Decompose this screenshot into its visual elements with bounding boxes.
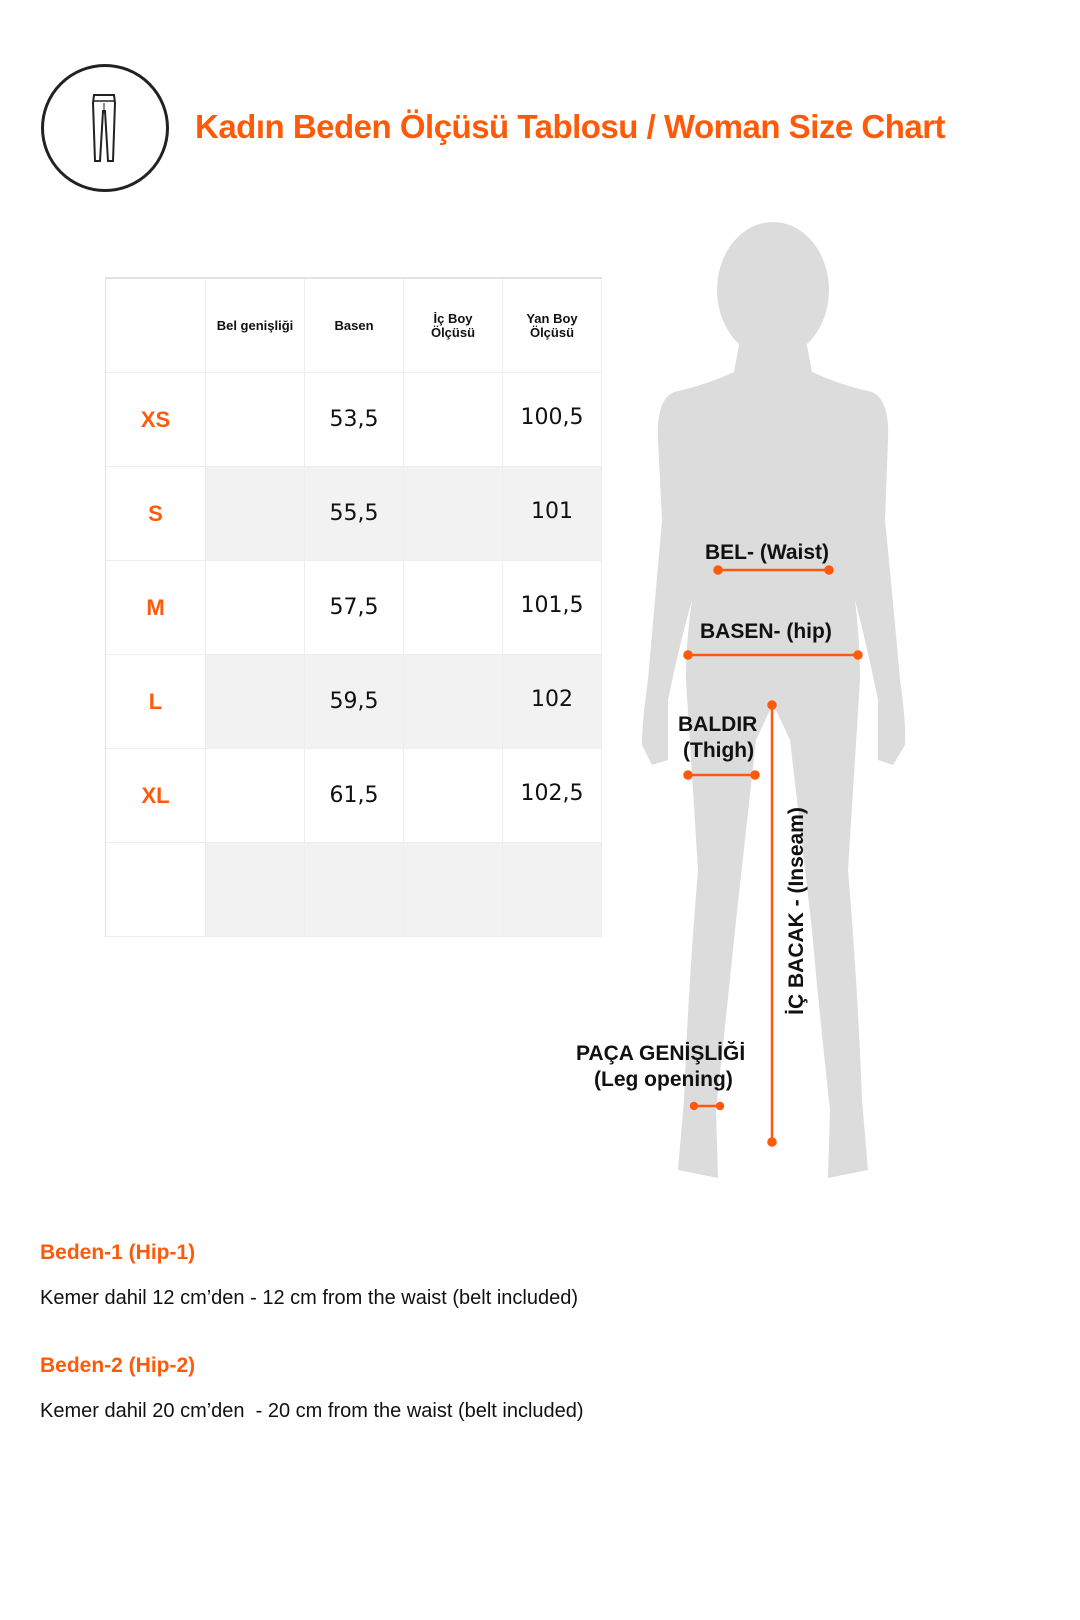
bel-cell — [206, 561, 305, 654]
inseam-label: İÇ BACAK - (Inseam) — [785, 807, 808, 1015]
table-row: M 57,5 101,5 — [106, 561, 602, 655]
note-heading: Beden-1 (Hip-1) — [40, 1241, 196, 1264]
waist-label: BEL- (Waist) — [705, 541, 830, 564]
page-title: Kadın Beden Ölçüsü Tablosu / Woman Size … — [195, 108, 946, 145]
basen-cell: 57,5 — [305, 561, 404, 654]
basen-cell — [305, 843, 404, 936]
bel-cell — [206, 843, 305, 936]
ic_boy-cell — [404, 655, 503, 748]
note-heading: Beden-2 (Hip-2) — [40, 1354, 196, 1377]
thigh-label-en: (Thigh) — [683, 739, 755, 762]
ic_boy-cell — [404, 749, 503, 842]
yan_boy-cell: 101 — [503, 467, 602, 560]
leggings-icon — [41, 64, 169, 192]
size-cell: XL — [106, 749, 206, 842]
table-row: XS 53,5 100,5 — [106, 373, 602, 467]
leg-opening-label-en: (Leg opening) — [594, 1068, 733, 1091]
column-header: Basen — [305, 279, 404, 372]
size-table: Bel genişliği Basen İç Boy Ölçüsü Yan Bo… — [105, 277, 602, 937]
size-cell: M — [106, 561, 206, 654]
table-row — [106, 843, 602, 937]
ic_boy-cell — [404, 843, 503, 936]
ic_boy-cell — [404, 561, 503, 654]
size-cell — [106, 843, 206, 936]
basen-cell: 55,5 — [305, 467, 404, 560]
column-header: Yan Boy Ölçüsü — [503, 279, 602, 372]
size-cell: S — [106, 467, 206, 560]
column-header: Bel genişliği — [206, 279, 305, 372]
basen-cell: 53,5 — [305, 373, 404, 466]
yan_boy-cell: 100,5 — [503, 373, 602, 466]
column-header: İç Boy Ölçüsü — [404, 279, 503, 372]
table-row: XL 61,5 102,5 — [106, 749, 602, 843]
bel-cell — [206, 749, 305, 842]
basen-cell: 61,5 — [305, 749, 404, 842]
table-row: S 55,5 101 — [106, 467, 602, 561]
ic_boy-cell — [404, 467, 503, 560]
size-cell: L — [106, 655, 206, 748]
note-text: Kemer dahil 12 cm’den - 12 cm from the w… — [40, 1287, 579, 1309]
table-row: L 59,5 102 — [106, 655, 602, 749]
ic_boy-cell — [404, 373, 503, 466]
yan_boy-cell — [503, 843, 602, 936]
leg-opening-label: PAÇA GENİŞLİĞİ — [576, 1042, 746, 1065]
bel-cell — [206, 373, 305, 466]
bel-cell — [206, 467, 305, 560]
column-header — [106, 279, 206, 372]
yan_boy-cell: 101,5 — [503, 561, 602, 654]
table-header: Bel genişliği Basen İç Boy Ölçüsü Yan Bo… — [106, 279, 602, 373]
yan_boy-cell: 102,5 — [503, 749, 602, 842]
hip-label: BASEN- (hip) — [700, 620, 832, 643]
note-text: Kemer dahil 20 cm’den - 20 cm from the w… — [40, 1400, 584, 1422]
basen-cell: 59,5 — [305, 655, 404, 748]
bel-cell — [206, 655, 305, 748]
yan_boy-cell: 102 — [503, 655, 602, 748]
thigh-label: BALDIR — [678, 713, 758, 736]
size-cell: XS — [106, 373, 206, 466]
